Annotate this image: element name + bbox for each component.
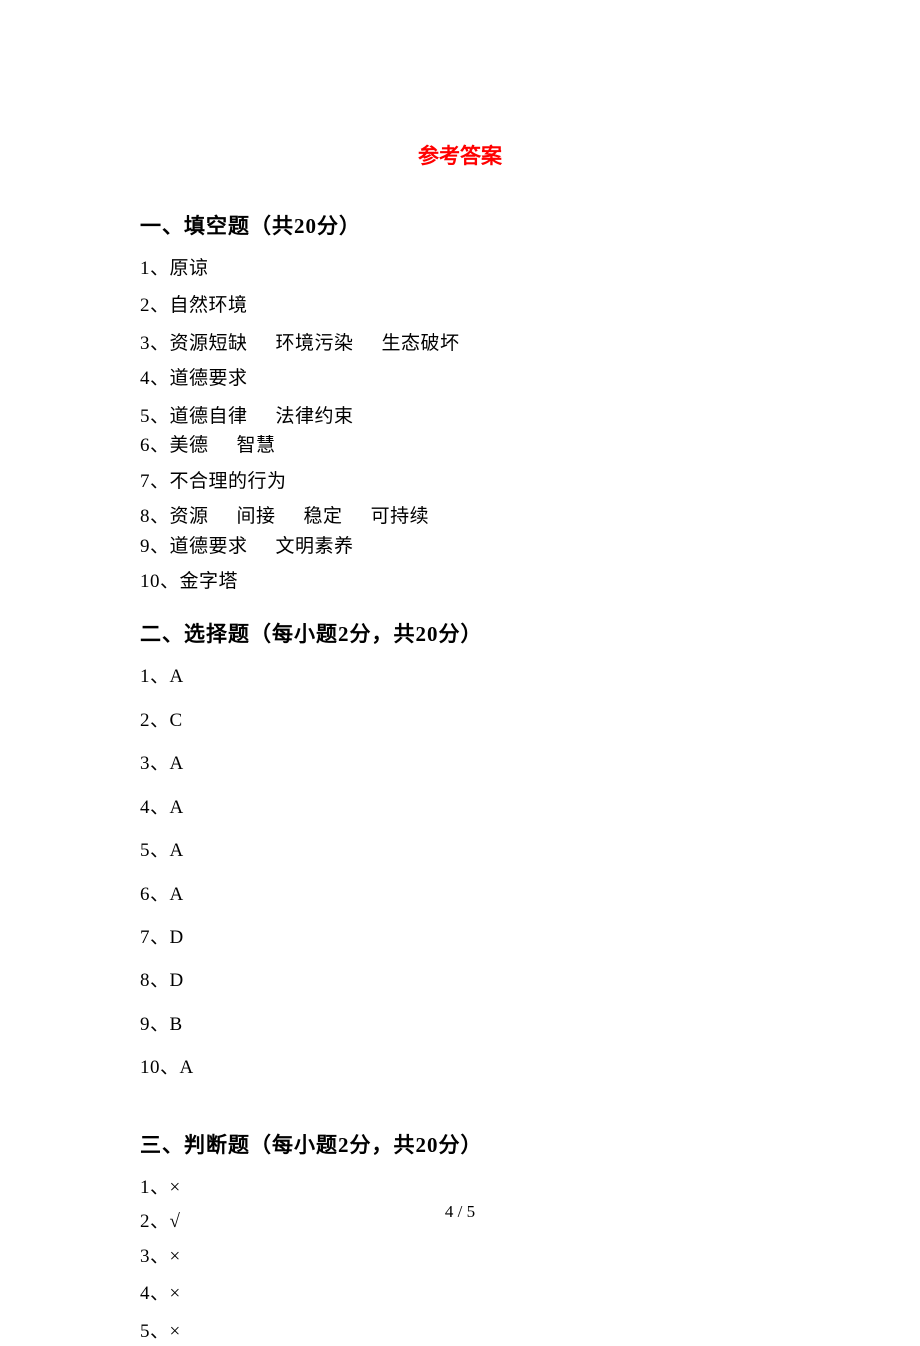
- answer-line: 2、自然环境: [140, 291, 780, 320]
- answer-text: 生态破坏: [382, 333, 460, 354]
- answer-text: 自然环境: [170, 295, 248, 316]
- answer-line: 3、A: [140, 749, 780, 778]
- answer-text: 美德: [170, 435, 209, 456]
- answer-text: 间接: [237, 506, 276, 527]
- item-number: 4、: [140, 797, 170, 818]
- answer-line: 4、A: [140, 793, 780, 822]
- answer-text: ×: [170, 1246, 181, 1267]
- answer-line: 8、资源 间接 稳定 可持续: [140, 502, 780, 531]
- item-number: 5、: [140, 840, 170, 861]
- section-2-heading: 二、选择题（每小题2分，共20分）: [140, 618, 780, 648]
- answer-text: 文明素养: [276, 536, 354, 557]
- page-number: 4 / 5: [0, 1202, 920, 1222]
- answer-text: ×: [170, 1321, 181, 1342]
- answer-text: D: [170, 927, 184, 948]
- answer-line: 5、A: [140, 836, 780, 865]
- answer-text: 法律约束: [276, 406, 354, 427]
- section-3-heading: 三、判断题（每小题2分，共20分）: [140, 1129, 780, 1159]
- answer-line: 3、×: [140, 1242, 780, 1271]
- answer-line: 4、×: [140, 1279, 780, 1308]
- answer-line: 9、道德要求 文明素养: [140, 532, 780, 561]
- section-3-items: 1、×2、√3、×4、×5、×: [140, 1173, 780, 1346]
- section-1: 一、填空题（共20分） 1、原谅2、自然环境3、资源短缺环境污染生态破坏4、道德…: [140, 210, 780, 596]
- document-page: 参考答案 一、填空题（共20分） 1、原谅2、自然环境3、资源短缺环境污染生态破…: [0, 0, 920, 1346]
- answer-line: 1、×: [140, 1173, 780, 1202]
- answer-line: 8、D: [140, 966, 780, 995]
- item-number: 1、: [140, 1177, 170, 1198]
- answer-text: 资源短缺: [170, 333, 248, 354]
- answer-line: 6、美德 智慧: [140, 431, 780, 460]
- item-number: 8、: [140, 970, 170, 991]
- item-number: 7、: [140, 927, 170, 948]
- answer-line: 2、C: [140, 706, 780, 735]
- answer-line: 4、道德要求: [140, 364, 780, 393]
- item-number: 1、: [140, 258, 170, 279]
- answer-text: 可持续: [371, 506, 430, 527]
- answer-text: 环境污染: [276, 333, 354, 354]
- answer-text: A: [170, 666, 184, 687]
- section-2: 二、选择题（每小题2分，共20分） 1、A2、C3、A4、A5、A6、A7、D8…: [140, 618, 780, 1082]
- answer-text: ×: [170, 1283, 181, 1304]
- answer-text: 原谅: [170, 258, 209, 279]
- item-number: 7、: [140, 471, 170, 492]
- answer-line: 6、A: [140, 880, 780, 909]
- answer-line: 5、道德自律 法律约束: [140, 402, 780, 431]
- section-3: 三、判断题（每小题2分，共20分） 1、×2、√3、×4、×5、×: [140, 1129, 780, 1346]
- answer-line: 1、原谅: [140, 254, 780, 283]
- answer-text: A: [170, 884, 184, 905]
- item-number: 4、: [140, 1283, 170, 1304]
- answer-text: A: [170, 753, 184, 774]
- item-number: 9、: [140, 536, 170, 557]
- item-number: 3、: [140, 753, 170, 774]
- answer-text: 道德要求: [170, 536, 248, 557]
- item-number: 4、: [140, 368, 170, 389]
- answer-text: B: [170, 1014, 183, 1035]
- answer-line: 5、×: [140, 1317, 780, 1346]
- item-number: 5、: [140, 1321, 170, 1342]
- answer-text: D: [170, 970, 184, 991]
- answer-text: 金字塔: [180, 571, 239, 592]
- answer-text: 智慧: [237, 435, 276, 456]
- answer-line: 7、不合理的行为: [140, 467, 780, 496]
- item-number: 10、: [140, 571, 180, 592]
- item-number: 10、: [140, 1057, 180, 1078]
- item-number: 2、: [140, 710, 170, 731]
- item-number: 1、: [140, 666, 170, 687]
- item-number: 6、: [140, 435, 170, 456]
- section-gap: [140, 1097, 780, 1117]
- answer-line: 9、B: [140, 1010, 780, 1039]
- section-1-heading: 一、填空题（共20分）: [140, 210, 780, 240]
- item-number: 5、: [140, 406, 170, 427]
- answer-line: 3、资源短缺 环境污染 生态破坏: [140, 329, 780, 358]
- answer-text: 稳定: [304, 506, 343, 527]
- answer-line: 7、D: [140, 923, 780, 952]
- section-1-items: 1、原谅2、自然环境3、资源短缺环境污染生态破坏4、道德要求5、道德自律法律约束…: [140, 254, 780, 596]
- answer-text: ×: [170, 1177, 181, 1198]
- answer-text: 道德要求: [170, 368, 248, 389]
- item-number: 9、: [140, 1014, 170, 1035]
- item-number: 3、: [140, 1246, 170, 1267]
- answer-text: 不合理的行为: [170, 471, 287, 492]
- section-2-items: 1、A2、C3、A4、A5、A6、A7、D8、D9、B10、A: [140, 662, 780, 1082]
- item-number: 3、: [140, 333, 170, 354]
- item-number: 6、: [140, 884, 170, 905]
- answer-text: A: [170, 840, 184, 861]
- answer-line: 1、A: [140, 662, 780, 691]
- answer-line: 10、金字塔: [140, 567, 780, 596]
- answer-text: 道德自律: [170, 406, 248, 427]
- document-title: 参考答案: [140, 140, 780, 170]
- answer-text: A: [170, 797, 184, 818]
- answer-text: C: [170, 710, 183, 731]
- answer-text: A: [180, 1057, 194, 1078]
- answer-text: 资源: [170, 506, 209, 527]
- answer-line: 10、A: [140, 1053, 780, 1082]
- item-number: 2、: [140, 295, 170, 316]
- item-number: 8、: [140, 506, 170, 527]
